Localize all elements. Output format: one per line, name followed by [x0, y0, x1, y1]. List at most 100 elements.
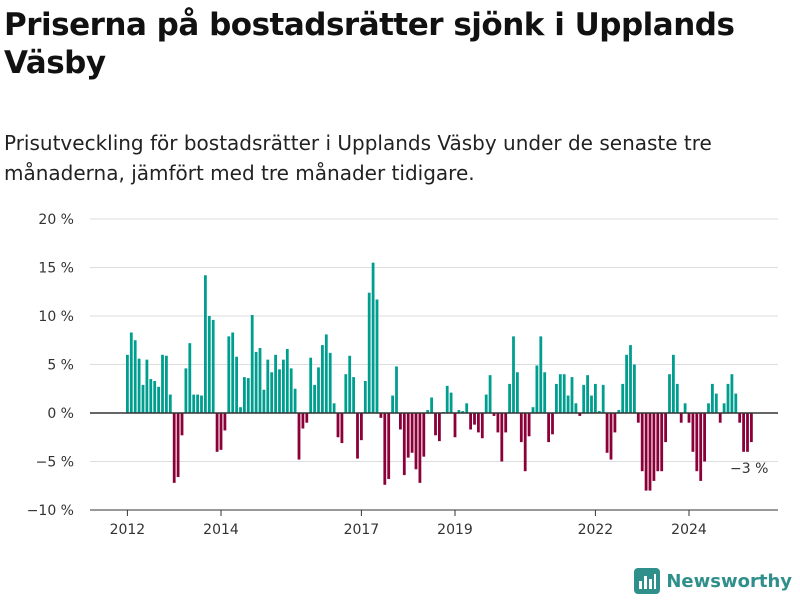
bar [297, 413, 301, 460]
bar [309, 357, 313, 413]
bar [356, 413, 359, 459]
bar [328, 352, 332, 413]
bar [176, 413, 180, 478]
bar [508, 383, 511, 413]
x-tick-label: 2012 [110, 522, 146, 538]
bar [402, 413, 406, 476]
bar [570, 377, 574, 413]
x-tick-label: 2019 [437, 522, 473, 538]
bar [231, 332, 235, 413]
bar [235, 356, 238, 413]
bar [699, 413, 703, 481]
y-tick-label: −10 % [27, 503, 74, 519]
bar [636, 413, 640, 423]
bar [449, 392, 453, 413]
bar [746, 413, 749, 452]
annotations: −3 % [730, 461, 768, 477]
bar [145, 359, 149, 413]
bar [266, 359, 270, 413]
newsworthy-logo: Newsworthy [634, 568, 792, 594]
bar [379, 413, 383, 418]
bar [633, 364, 636, 413]
bars [126, 262, 753, 491]
bar [168, 394, 172, 413]
bar [258, 348, 262, 413]
bar [640, 413, 644, 472]
bar [239, 407, 242, 413]
bar [648, 413, 652, 491]
bar [344, 374, 348, 413]
bar [383, 413, 387, 485]
bar [683, 403, 687, 413]
bar [196, 394, 199, 413]
bar [586, 375, 589, 413]
bar [313, 384, 316, 413]
bar [566, 395, 570, 413]
bar [157, 386, 160, 413]
y-tick-label: −5 % [36, 455, 74, 471]
bar [301, 413, 305, 429]
bar [422, 413, 426, 457]
bar [395, 366, 398, 413]
bar [512, 336, 515, 413]
bar [605, 413, 609, 453]
bar [457, 410, 461, 413]
bar [718, 413, 722, 423]
bar [629, 345, 632, 413]
bar [519, 413, 523, 443]
bar [149, 379, 153, 413]
bar [129, 332, 133, 413]
bar [578, 413, 582, 416]
bar [711, 383, 714, 413]
bar [126, 354, 129, 413]
bar [644, 413, 648, 491]
y-tick-label: 5 % [47, 358, 74, 374]
bar [469, 413, 472, 430]
bar [601, 384, 605, 413]
bar [547, 413, 550, 443]
bar [535, 365, 539, 413]
bar [406, 413, 410, 458]
bar [243, 377, 246, 413]
bar [672, 354, 675, 413]
bar [687, 413, 691, 423]
bar [438, 413, 441, 442]
bar [531, 407, 535, 413]
bar [246, 378, 250, 413]
bar [207, 316, 211, 413]
bar [500, 413, 504, 462]
bar [668, 374, 671, 413]
bar [204, 275, 207, 413]
bar [289, 368, 293, 413]
bar [262, 389, 266, 413]
bar [250, 315, 254, 413]
bar [480, 413, 484, 439]
bar [219, 413, 223, 450]
bar [321, 345, 324, 413]
bar [609, 413, 613, 460]
y-tick-label: 10 % [38, 309, 74, 325]
bar [496, 413, 500, 433]
bar [282, 359, 285, 413]
bar [453, 413, 457, 438]
bar [414, 413, 418, 470]
bar [621, 383, 625, 413]
bar [488, 375, 492, 413]
bar [317, 367, 320, 413]
bar [660, 413, 664, 472]
bar [714, 393, 718, 413]
bar [352, 377, 355, 413]
bar [625, 354, 628, 413]
bar [133, 340, 137, 413]
bar [391, 395, 394, 413]
bar [161, 354, 164, 413]
bar [492, 413, 496, 416]
bar [332, 403, 336, 413]
bar [613, 413, 617, 433]
bar [184, 368, 188, 413]
brand-name: Newsworthy [666, 570, 792, 592]
bar [375, 299, 379, 413]
bar [477, 413, 480, 433]
bar [675, 383, 679, 413]
bar [594, 383, 597, 413]
